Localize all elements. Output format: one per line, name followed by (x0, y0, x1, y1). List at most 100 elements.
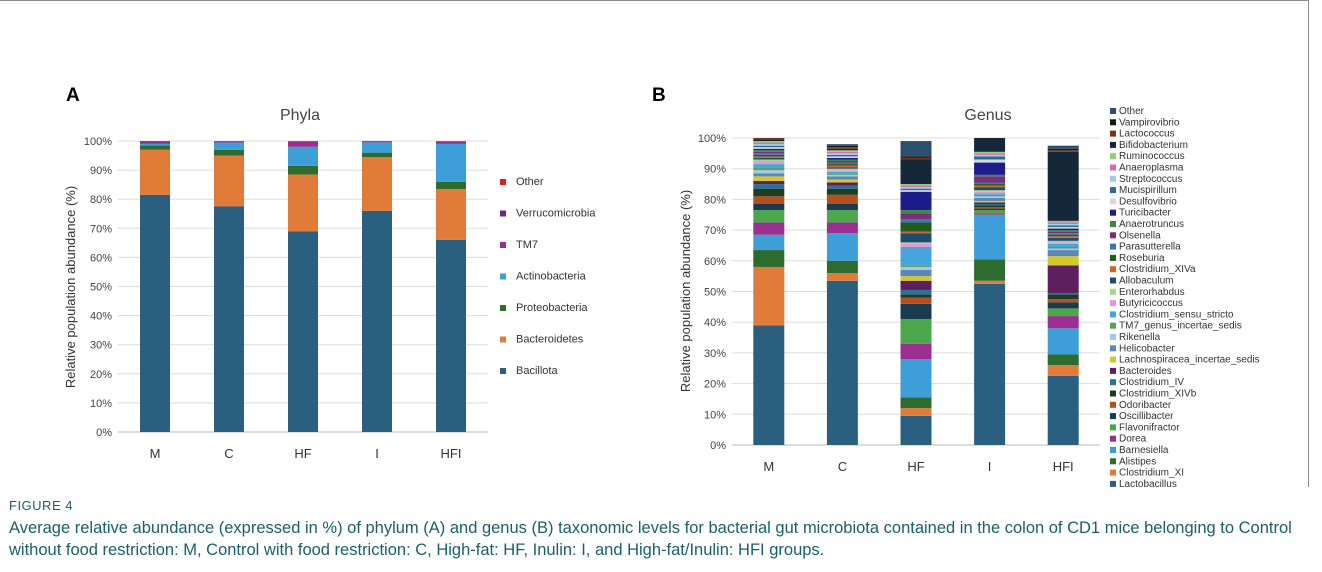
phyla-bar-segment (288, 174, 318, 232)
genus-bar-segment (974, 138, 1006, 152)
phyla-ytick-label: 30% (90, 340, 112, 352)
genus-legend-label: Ruminococcus (1119, 151, 1185, 162)
genus-bar-segment (753, 159, 785, 162)
genus-bar-segment (1047, 294, 1079, 300)
genus-legend-label: Roseburia (1119, 253, 1165, 264)
figure-border (0, 0, 1309, 487)
phyla-ytick-label: 70% (90, 223, 112, 235)
genus-bar-segment (753, 250, 785, 267)
phyla-legend-label: Bacillota (516, 365, 558, 377)
genus-bar-segment (974, 184, 1006, 186)
genus-bar-segment (826, 156, 858, 158)
genus-legend-swatch (1110, 119, 1116, 126)
genus-legend-swatch (1110, 424, 1116, 431)
genus-bar-segment (900, 280, 932, 290)
genus-bar-segment (753, 188, 785, 197)
phyla-bar-segment (214, 149, 244, 156)
panel-a-chart: 0%10%20%30%40%50%60%70%80%90%100%M C HF I HF… (84, 136, 488, 461)
genus-legend-label: Lachnospiracea_incertae_sedis (1119, 355, 1260, 366)
genus-bar-segment (753, 147, 785, 149)
genus-legend-label: Desulfovibrio (1119, 196, 1177, 207)
genus-bar-segment (1047, 256, 1079, 266)
phyla-legend-label: Actinobacteria (516, 271, 587, 283)
genus-legend-swatch (1110, 187, 1116, 194)
genus-bar-segment (974, 197, 1006, 201)
genus-bar-segment (753, 266, 785, 326)
genus-ytick-label: 50% (704, 287, 726, 299)
genus-bar-segment (1047, 230, 1079, 232)
genus-bar-segment (1047, 151, 1079, 221)
genus-bar-segment (1047, 316, 1079, 329)
phyla-legend-label: TM7 (516, 239, 538, 251)
phyla-bar-segment (140, 141, 170, 142)
phyla-legend-swatch (500, 179, 506, 185)
genus-legend-label: Anaeroplasma (1119, 163, 1184, 174)
genus-bar-segment (974, 204, 1006, 206)
genus-bar-segment (826, 164, 858, 166)
phyla-legend-swatch (500, 242, 506, 248)
genus-bar-segment (974, 187, 1006, 191)
phyla-xtick-label: HFI (441, 446, 462, 461)
genus-bar-segment (826, 222, 858, 234)
genus-legend-label: Odoribacter (1119, 400, 1172, 411)
phyla-legend-swatch (500, 273, 506, 280)
genus-bar-segment (900, 294, 932, 298)
phyla-bar-segment (362, 141, 392, 142)
panel-a-legend: Other Verrucomicrobia TM7 Actinobacteria Pro… (500, 176, 596, 377)
phyla-xtick-label: C (224, 446, 233, 461)
genus-bar-segment (1047, 234, 1079, 237)
genus-bar-segment (826, 179, 858, 183)
phyla-bar-segment (140, 141, 170, 143)
genus-bar-segment (974, 182, 1006, 185)
genus-ytick-label: 20% (704, 379, 726, 391)
genus-bar-segment (826, 280, 858, 445)
genus-bar-segment (974, 283, 1006, 445)
genus-bar-segment (826, 147, 858, 149)
genus-xtick-label: HF (907, 459, 924, 474)
phyla-bar-segment (288, 146, 318, 166)
phyla-ytick-label: 10% (90, 398, 112, 410)
panel-b-ylabel: Relative population abundance (%) (678, 190, 693, 392)
phyla-bar-segment (214, 206, 244, 432)
genus-bar-segment (974, 259, 1006, 281)
genus-bar-segment (1047, 236, 1079, 238)
genus-bar-segment (1047, 150, 1079, 152)
genus-legend-label: Other (1119, 106, 1145, 117)
phyla-bar-segment (214, 141, 244, 142)
genus-bar-segment (1047, 365, 1079, 376)
genus-bar-segment (826, 171, 858, 174)
genus-legend-label: Vampirovibrio (1119, 117, 1180, 128)
genus-legend-swatch (1110, 243, 1116, 250)
genus-legend-swatch (1110, 209, 1116, 216)
genus-bar-segment (753, 142, 785, 145)
genus-legend-swatch (1110, 300, 1116, 307)
genus-bar-segment (974, 194, 1006, 197)
genus-legend-label: Enterorhabdus (1119, 287, 1185, 298)
phyla-legend-swatch (500, 336, 506, 343)
genus-legend-swatch (1110, 266, 1116, 273)
genus-legend-label: Lactococcus (1119, 129, 1175, 140)
genus-bar-segment (900, 185, 932, 188)
caption-label: FIGURE 4 (9, 498, 73, 513)
genus-bar-segment (900, 213, 932, 220)
genus-legend-swatch (1110, 311, 1116, 318)
genus-legend-swatch (1110, 345, 1116, 352)
genus-bar-segment (1047, 220, 1079, 223)
genus-bar-segment (1047, 265, 1079, 294)
genus-bar-segment (974, 205, 1006, 208)
genus-bar-segment (1047, 248, 1079, 251)
genus-bar-segment (826, 150, 858, 152)
genus-bar-segment (826, 210, 858, 223)
genus-legend-swatch (1110, 175, 1116, 182)
phyla-ytick-label: 20% (90, 369, 112, 381)
phyla-bar-segment (140, 194, 170, 432)
genus-legend-label: Dorea (1119, 434, 1147, 445)
phyla-bar-segment (288, 141, 318, 147)
genus-bar-segment (1047, 293, 1079, 295)
phyla-bar-segment (436, 143, 466, 182)
genus-bar-segment (900, 343, 932, 360)
phyla-bar-segment (214, 141, 244, 143)
genus-bar-segment (753, 210, 785, 223)
genus-bar-segment (826, 204, 858, 211)
panel-a-label: A (66, 85, 80, 106)
